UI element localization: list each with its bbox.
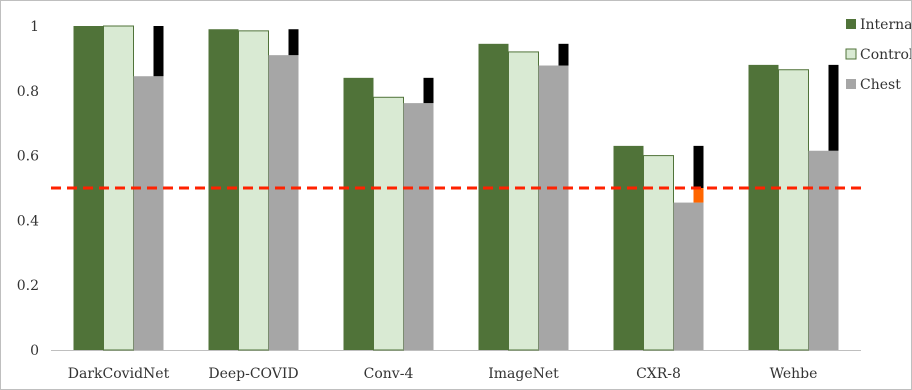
bar-control-deep-covid xyxy=(238,30,269,351)
bar-control-conv-4 xyxy=(373,96,404,351)
bar-chest-deep-covid xyxy=(268,55,299,350)
legend-swatch-internal xyxy=(846,19,856,29)
bar-chest-cxr-8 xyxy=(673,202,704,350)
legend-swatch-chest xyxy=(846,79,856,89)
legend-swatch-control xyxy=(845,48,857,60)
y-tick-label: 0.6 xyxy=(17,149,39,165)
drop-bar-deep-covid xyxy=(288,29,299,56)
bar-internal-cxr-8 xyxy=(613,145,644,350)
y-tick-label: 0 xyxy=(30,343,39,359)
bar-chest-conv-4 xyxy=(403,103,434,350)
legend-label-control: Control xyxy=(860,47,911,63)
x-tick-label: Deep-COVID xyxy=(208,366,298,382)
bar-chest-darkcovidnet xyxy=(133,76,164,350)
y-tick-label: 0.4 xyxy=(17,213,39,229)
x-tick-label: ImageNet xyxy=(488,366,559,382)
drop-bar-cxr-8 xyxy=(693,145,704,188)
bar-chest-imagenet xyxy=(538,65,569,350)
bar-internal-conv-4 xyxy=(343,77,374,350)
x-tick-label: Wehbe xyxy=(770,366,818,382)
drop-bar-conv-4 xyxy=(423,77,434,104)
y-tick-label: 0.8 xyxy=(17,84,39,100)
drop-bar-imagenet xyxy=(558,43,569,66)
bar-control-cxr-8 xyxy=(643,155,674,351)
bar-internal-deep-covid xyxy=(208,29,239,351)
x-tick-label: CXR-8 xyxy=(636,366,681,382)
legend: Internal Control Chest xyxy=(845,17,911,93)
bar-control-wehbe xyxy=(778,69,809,351)
x-tick-label: DarkCovidNet xyxy=(68,366,170,382)
bar-chest-wehbe xyxy=(808,150,839,350)
y-tick-label: 0.2 xyxy=(17,278,39,294)
legend-label-internal: Internal xyxy=(860,17,911,33)
drop-bars-layer xyxy=(153,26,839,203)
y-tick-label: 1 xyxy=(30,19,39,35)
drop-bar-cxr-8 xyxy=(693,188,704,203)
axis-layer: 0 0.2 0.4 0.6 0.8 1 DarkCovidNet Deep-COVID Conv… xyxy=(17,19,861,382)
x-tick-label: Conv-4 xyxy=(364,366,414,382)
drop-bar-wehbe xyxy=(828,64,839,151)
bar-internal-imagenet xyxy=(478,43,509,350)
bar-control-imagenet xyxy=(508,51,539,351)
drop-bar-darkcovidnet xyxy=(153,26,164,77)
bar-internal-wehbe xyxy=(748,64,779,350)
legend-label-chest: Chest xyxy=(860,77,901,93)
